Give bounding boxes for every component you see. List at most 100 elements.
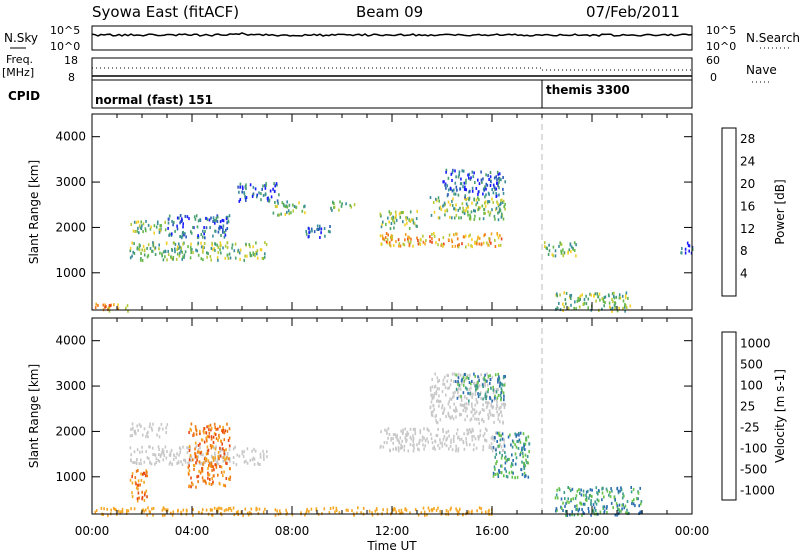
echo-cell bbox=[284, 212, 287, 216]
echo-cell bbox=[466, 374, 469, 378]
echo-cell bbox=[170, 511, 172, 515]
echo-cell bbox=[409, 219, 412, 223]
echo-cell bbox=[488, 508, 490, 512]
echo-cell bbox=[470, 382, 472, 386]
echo-cell bbox=[631, 502, 633, 506]
echo-cell bbox=[449, 187, 452, 190]
echo-cell bbox=[264, 241, 266, 245]
echo-cell bbox=[399, 436, 402, 440]
echo-cell bbox=[481, 204, 484, 208]
power-data bbox=[94, 114, 694, 313]
echo-cell bbox=[300, 511, 302, 515]
noise-tick-right-top: 10^5 bbox=[706, 24, 736, 37]
echo-cell bbox=[436, 399, 438, 403]
echo-cell bbox=[575, 243, 577, 247]
echo-cell bbox=[155, 457, 158, 461]
echo-cell bbox=[515, 456, 518, 460]
echo-cell bbox=[498, 375, 500, 379]
echo-cell bbox=[460, 382, 463, 386]
echo-cell bbox=[611, 298, 613, 302]
echo-cell bbox=[442, 437, 445, 441]
echo-cell bbox=[146, 495, 148, 499]
echo-cell bbox=[476, 242, 478, 246]
echo-cell bbox=[446, 373, 448, 377]
echo-cell bbox=[201, 511, 203, 515]
echo-cell bbox=[203, 431, 205, 435]
echo-cell bbox=[478, 412, 481, 416]
echo-cell bbox=[237, 248, 240, 252]
echo-cell bbox=[500, 237, 503, 241]
echo-cell bbox=[471, 237, 473, 241]
echo-cell bbox=[319, 236, 321, 239]
echo-cell bbox=[504, 403, 507, 407]
echo-cell bbox=[498, 178, 501, 181]
echo-cell bbox=[503, 398, 505, 402]
echo-cell bbox=[496, 200, 498, 204]
echo-cell bbox=[476, 401, 479, 405]
echo-cell bbox=[507, 458, 509, 461]
echo-cell bbox=[395, 218, 398, 222]
echo-cell bbox=[219, 425, 221, 429]
echo-cell bbox=[385, 222, 387, 226]
echo-cell bbox=[499, 451, 501, 455]
echo-cell bbox=[147, 506, 149, 510]
echo-cell bbox=[497, 388, 499, 392]
echo-cell bbox=[423, 510, 426, 514]
echo-cell bbox=[394, 210, 397, 214]
echo-cell bbox=[482, 377, 484, 381]
echo-cell bbox=[585, 498, 588, 502]
echo-cell bbox=[397, 449, 400, 453]
echo-cell bbox=[105, 305, 107, 308]
echo-cell bbox=[163, 507, 165, 511]
echo-cell bbox=[167, 253, 170, 257]
echo-cell bbox=[432, 396, 435, 400]
echo-cell bbox=[522, 447, 524, 451]
echo-cell bbox=[210, 461, 213, 465]
echo-cell bbox=[176, 461, 178, 465]
echo-cell bbox=[504, 467, 506, 471]
echo-cell bbox=[214, 242, 216, 246]
echo-cell bbox=[436, 376, 439, 380]
echo-cell bbox=[288, 203, 291, 207]
echo-cell bbox=[470, 176, 472, 180]
echo-cell bbox=[242, 454, 245, 458]
echo-cell bbox=[192, 513, 194, 517]
echo-cell bbox=[470, 410, 473, 414]
echo-cell bbox=[209, 423, 212, 427]
echo-cell bbox=[148, 445, 150, 449]
echo-cell bbox=[516, 475, 519, 479]
echo-cell bbox=[129, 246, 132, 250]
echo-cell bbox=[131, 472, 134, 476]
echo-cell bbox=[497, 394, 500, 397]
echo-cell bbox=[449, 444, 452, 448]
echo-cell bbox=[497, 202, 499, 206]
echo-cell bbox=[421, 435, 424, 439]
echo-cell bbox=[466, 432, 469, 436]
freq-tick-top: 18 bbox=[64, 54, 78, 67]
echo-cell bbox=[620, 486, 622, 490]
echo-cell bbox=[173, 241, 176, 245]
echo-cell bbox=[410, 437, 413, 441]
echo-cell bbox=[501, 402, 503, 406]
echo-cell bbox=[459, 206, 461, 210]
echo-cell bbox=[215, 219, 217, 223]
echo-cell bbox=[146, 255, 149, 259]
echo-cell bbox=[486, 401, 489, 405]
echo-cell bbox=[228, 457, 230, 461]
echo-cell bbox=[409, 210, 412, 214]
echo-cell bbox=[156, 222, 159, 226]
echo-cell bbox=[389, 241, 391, 245]
echo-cell bbox=[488, 401, 490, 405]
nsky-label: N.Sky bbox=[4, 31, 38, 45]
echo-cell bbox=[138, 243, 141, 247]
echo-cell bbox=[468, 402, 470, 406]
echo-cell bbox=[470, 430, 473, 434]
echo-cell bbox=[494, 396, 496, 400]
echo-cell bbox=[468, 234, 470, 238]
echo-cell bbox=[443, 375, 446, 379]
echo-cell bbox=[390, 211, 392, 215]
echo-cell bbox=[162, 514, 164, 517]
echo-cell bbox=[461, 210, 464, 214]
echo-cell bbox=[131, 475, 133, 479]
echo-cell bbox=[287, 209, 290, 213]
